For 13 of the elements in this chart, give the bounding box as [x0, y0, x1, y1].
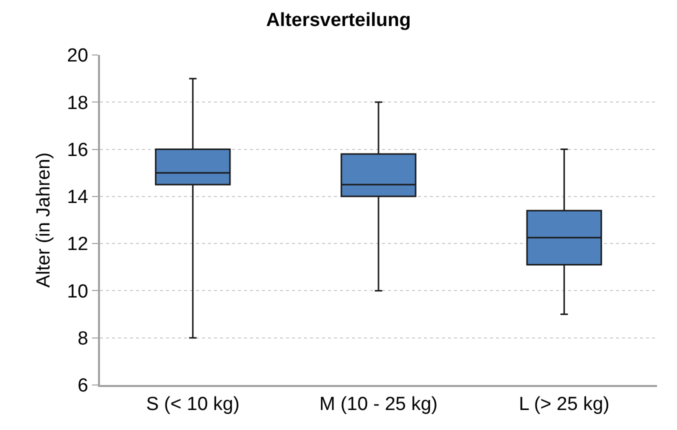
y-axis-title: Alter (in Jahren) [33, 152, 54, 288]
y-tick-label: 10 [67, 281, 88, 302]
y-tick-label: 18 [67, 92, 88, 114]
y-tick-label: 20 [67, 46, 88, 67]
y-tick-label: 14 [67, 187, 89, 208]
y-tick-label: 12 [67, 234, 88, 256]
x-tick-label: L (> 25 kg) [518, 394, 610, 415]
y-tick-label: 16 [67, 140, 88, 161]
y-tick-label: 8 [78, 328, 88, 350]
x-tick-label: S (< 10 kg) [146, 394, 240, 415]
x-tick-label: M (10 - 25 kg) [319, 394, 438, 415]
y-tick-label: 6 [78, 376, 88, 397]
chart-title: Altersverteilung [266, 10, 411, 32]
